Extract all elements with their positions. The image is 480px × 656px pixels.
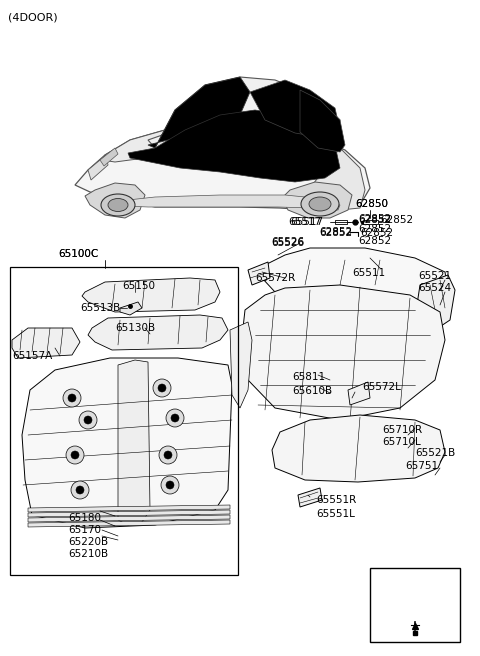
Text: 65811: 65811: [292, 372, 325, 382]
Text: 65100C: 65100C: [58, 249, 98, 259]
Circle shape: [153, 379, 171, 397]
Text: 62852: 62852: [319, 227, 352, 237]
Text: 65526: 65526: [271, 237, 304, 247]
Text: 65572L: 65572L: [362, 382, 401, 392]
Polygon shape: [148, 77, 340, 148]
Circle shape: [66, 446, 84, 464]
Text: 65572R: 65572R: [255, 273, 295, 283]
Text: 65150: 65150: [122, 281, 155, 291]
Polygon shape: [28, 505, 230, 512]
Polygon shape: [300, 90, 345, 152]
Polygon shape: [75, 125, 370, 210]
Circle shape: [159, 446, 177, 464]
Polygon shape: [82, 278, 220, 312]
Circle shape: [71, 481, 89, 499]
Bar: [370, 568, 460, 642]
Text: 65220B: 65220B: [68, 537, 108, 547]
Circle shape: [166, 409, 184, 427]
Polygon shape: [272, 415, 445, 482]
Circle shape: [71, 451, 79, 459]
Circle shape: [76, 486, 84, 494]
Polygon shape: [85, 183, 145, 218]
Polygon shape: [415, 275, 455, 330]
Text: 62852: 62852: [358, 224, 391, 234]
Polygon shape: [148, 77, 250, 148]
Polygon shape: [28, 520, 230, 527]
Ellipse shape: [301, 192, 339, 216]
Text: 62852: 62852: [380, 215, 413, 225]
Polygon shape: [262, 248, 448, 308]
Polygon shape: [230, 322, 252, 408]
Text: 65524: 65524: [418, 283, 451, 293]
Text: 65517: 65517: [288, 217, 321, 227]
Circle shape: [158, 384, 166, 392]
Text: 62850: 62850: [355, 199, 388, 209]
Text: 62852: 62852: [360, 228, 393, 238]
Text: 65610B: 65610B: [292, 386, 332, 396]
Polygon shape: [348, 382, 370, 405]
Circle shape: [84, 416, 92, 424]
Polygon shape: [22, 358, 232, 528]
Text: 65526: 65526: [271, 238, 304, 248]
Text: 65710L: 65710L: [382, 437, 421, 447]
Ellipse shape: [108, 199, 128, 211]
Polygon shape: [88, 155, 108, 180]
Text: 65513B: 65513B: [80, 303, 120, 313]
Text: 62852: 62852: [358, 214, 391, 224]
Text: 65100C: 65100C: [58, 249, 98, 259]
Polygon shape: [100, 148, 118, 166]
Text: 1129GD: 1129GD: [378, 597, 423, 607]
Text: 65180: 65180: [68, 513, 101, 523]
Polygon shape: [28, 515, 230, 522]
Polygon shape: [248, 262, 270, 285]
Text: 65210B: 65210B: [68, 549, 108, 559]
Polygon shape: [118, 360, 150, 525]
Polygon shape: [298, 488, 322, 507]
Text: 65710R: 65710R: [382, 425, 422, 435]
Polygon shape: [102, 125, 215, 162]
Circle shape: [171, 414, 179, 422]
Polygon shape: [28, 510, 230, 517]
Circle shape: [164, 451, 172, 459]
Polygon shape: [240, 285, 445, 420]
Polygon shape: [88, 315, 228, 350]
Bar: [10, 267, 238, 575]
Polygon shape: [120, 302, 142, 315]
Text: 62850: 62850: [355, 199, 388, 209]
Text: 65517: 65517: [290, 217, 323, 227]
Polygon shape: [305, 148, 365, 210]
Text: 62852: 62852: [358, 236, 391, 246]
Circle shape: [166, 481, 174, 489]
Text: 65157A: 65157A: [12, 351, 52, 361]
Polygon shape: [125, 195, 340, 210]
Text: 65551R: 65551R: [316, 495, 356, 505]
Ellipse shape: [309, 197, 331, 211]
Text: 65521B: 65521B: [415, 448, 455, 458]
Text: 65521: 65521: [418, 271, 451, 281]
Text: 65130B: 65130B: [115, 323, 155, 333]
Text: 62852: 62852: [319, 228, 352, 238]
Polygon shape: [128, 110, 340, 182]
Polygon shape: [200, 130, 208, 142]
Circle shape: [161, 476, 179, 494]
Text: 65751: 65751: [405, 461, 438, 471]
Text: 62852: 62852: [358, 215, 391, 225]
Polygon shape: [282, 182, 352, 218]
Polygon shape: [12, 328, 80, 358]
Circle shape: [79, 411, 97, 429]
Circle shape: [68, 394, 76, 402]
Polygon shape: [250, 80, 340, 138]
Text: 65551L: 65551L: [316, 509, 355, 519]
Text: 65170: 65170: [68, 525, 101, 535]
Text: (4DOOR): (4DOOR): [8, 13, 58, 23]
Circle shape: [63, 389, 81, 407]
Ellipse shape: [101, 194, 135, 216]
Text: 65511: 65511: [352, 268, 385, 278]
